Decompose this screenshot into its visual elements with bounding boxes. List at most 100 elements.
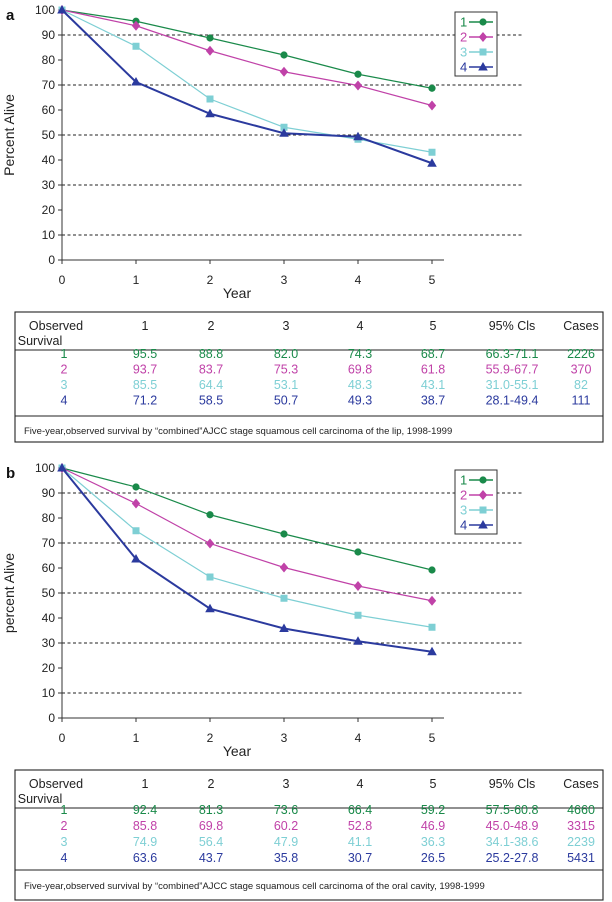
x-tick-label: 2: [207, 273, 214, 287]
y-tick-label: 100: [35, 461, 55, 475]
data-point-series-1: [132, 483, 140, 491]
data-point-series-2: [205, 538, 215, 549]
legend-marker-1: [479, 476, 487, 484]
table-header-cell: 4: [357, 777, 364, 791]
table-cell: 111: [571, 394, 590, 408]
legend-label-2: 2: [460, 488, 467, 503]
y-tick-label: 50: [42, 128, 56, 142]
table-cell: 66.4: [348, 803, 372, 817]
data-point-series-3: [428, 623, 436, 631]
data-point-series-4: [205, 108, 215, 118]
y-tick-label: 40: [42, 153, 56, 167]
table-cell: 83.7: [199, 363, 223, 377]
table-cell: 2: [61, 363, 68, 377]
table-caption: Five-year,observed survival by “combined…: [24, 426, 452, 437]
table-cell: 25.2-27.8: [486, 851, 539, 865]
table-cell: 64.4: [199, 378, 223, 392]
table-cell: 28.1-49.4: [486, 394, 539, 408]
table-header-cell: 1: [142, 777, 149, 791]
table-cell: 2226: [567, 347, 595, 361]
series-line-4: [61, 9, 433, 165]
table-cell: 88.8: [199, 347, 223, 361]
x-tick-label: 1: [133, 731, 140, 745]
table-cell: 4: [61, 394, 68, 408]
y-tick-label: 20: [42, 203, 56, 217]
table-cell: 85.8: [133, 819, 157, 833]
y-axis-title: percent Alive: [1, 553, 17, 633]
data-point-series-4: [57, 5, 67, 14]
table-cell: 81.3: [199, 803, 223, 817]
data-point-series-4: [279, 623, 289, 632]
x-tick-label: 4: [355, 273, 362, 287]
legend-marker-1: [479, 18, 487, 26]
table-header-cell: Cases: [563, 777, 598, 791]
table-cell: 69.8: [348, 363, 372, 377]
table-header-cell: 1: [142, 319, 149, 333]
table-border: [14, 769, 604, 901]
data-point-series-2: [279, 66, 289, 77]
y-tick-label: 80: [42, 511, 56, 525]
table-cell: 46.9: [421, 819, 445, 833]
y-tick-label: 40: [42, 611, 56, 625]
data-point-series-2: [131, 20, 141, 31]
table-cell: 55.9-67.7: [486, 363, 539, 377]
table-cell: 85.5: [133, 378, 157, 392]
y-tick-label: 0: [48, 253, 55, 267]
table-cell: 74.3: [348, 347, 372, 361]
table-header-cell: 5: [430, 777, 437, 791]
data-point-series-3: [206, 95, 214, 103]
table-cell: 34.1-38.6: [486, 835, 539, 849]
y-tick-label: 60: [42, 103, 56, 117]
legend-marker-4: [478, 62, 488, 71]
table-cell: 63.6: [133, 851, 157, 865]
table-cell: 82.0: [274, 347, 298, 361]
table-cell: 59.2: [421, 803, 445, 817]
x-tick-label: 0: [59, 273, 66, 287]
y-tick-label: 20: [42, 661, 56, 675]
table-border: [14, 311, 604, 443]
data-point-series-4: [131, 554, 141, 563]
data-point-series-4: [205, 603, 215, 613]
data-point-series-1: [280, 51, 288, 59]
panel-letter: a: [6, 7, 15, 24]
data-point-series-4: [279, 128, 289, 137]
x-tick-label: 0: [59, 731, 66, 745]
table-cell: 48.3: [348, 378, 372, 392]
legend-marker-3: [479, 48, 487, 56]
table-cell: 3315: [567, 819, 595, 833]
legend-marker-2: [478, 490, 488, 500]
legend-label-4: 4: [460, 60, 467, 75]
table-cell: 4660: [567, 803, 595, 817]
data-point-series-4: [353, 636, 363, 645]
y-tick-label: 30: [42, 636, 56, 650]
table-header-cell: 3: [283, 319, 290, 333]
series-line-2: [61, 467, 433, 602]
y-tick-label: 100: [35, 3, 55, 17]
legend-marker-2: [478, 32, 488, 42]
table-cell: 50.7: [274, 394, 298, 408]
legend-label-2: 2: [460, 30, 467, 45]
table-header-cell: Cases: [563, 319, 598, 333]
data-point-series-4: [57, 463, 67, 472]
legend-marker-4: [478, 520, 488, 529]
table-cell: 2: [61, 819, 68, 833]
series-line-3: [61, 467, 433, 628]
table-cell: 52.8: [348, 819, 372, 833]
table-cell: 71.2: [133, 394, 157, 408]
table-cell: 56.4: [199, 835, 223, 849]
table-cell: 1: [61, 803, 68, 817]
series-line-4: [61, 467, 433, 653]
table-cell: 3: [61, 378, 68, 392]
y-tick-label: 10: [42, 686, 56, 700]
table-cell: 66.3-71.1: [486, 347, 539, 361]
table-cell: 36.3: [421, 835, 445, 849]
data-point-series-1: [428, 84, 436, 92]
table-cell: 68.7: [421, 347, 445, 361]
table-cell: 2239: [567, 835, 595, 849]
table-cell: 60.2: [274, 819, 298, 833]
table-cell: 43.1: [421, 378, 445, 392]
